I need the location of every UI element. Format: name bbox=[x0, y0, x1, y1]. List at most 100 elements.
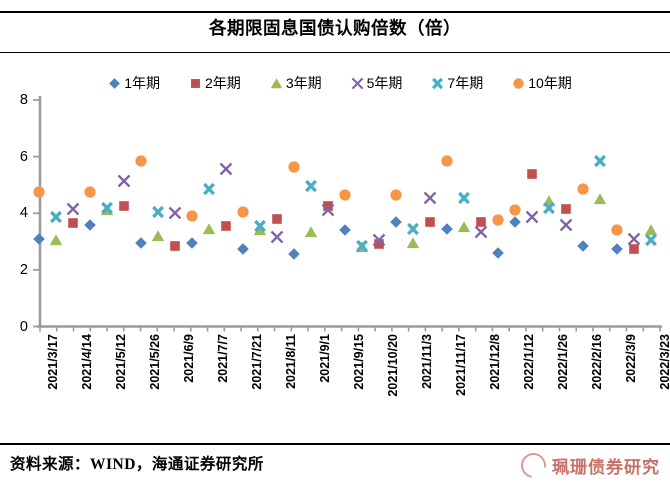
data-point-x-bold bbox=[593, 154, 607, 168]
data-point-square bbox=[219, 219, 233, 233]
data-point-triangle bbox=[49, 233, 63, 247]
legend-item-label: 2年期 bbox=[205, 75, 241, 91]
legend-item-label: 5年期 bbox=[366, 75, 403, 91]
axes bbox=[33, 96, 662, 332]
data-point-x-bold bbox=[355, 239, 369, 253]
x-axis-label: 2021/12/8 bbox=[488, 334, 502, 390]
x-axis-label: 2022/3/23 bbox=[658, 334, 670, 390]
data-point-diamond bbox=[185, 236, 199, 250]
legend-item: 3年期 bbox=[270, 73, 322, 93]
data-point-square bbox=[627, 242, 641, 256]
plot-area: 0 2 4 6 8 2021/3/17 2021/4/14 2021/5/12 2021/5/2… bbox=[19, 92, 670, 397]
legend-item: 5年期 bbox=[351, 73, 403, 93]
data-point-x-thin bbox=[66, 202, 80, 216]
data-point-triangle bbox=[406, 236, 420, 250]
data-point-circle bbox=[508, 203, 522, 217]
x-thin-marker-icon bbox=[351, 77, 363, 89]
x-axis-label: 2022/2/16 bbox=[590, 334, 604, 390]
data-point-square bbox=[559, 202, 573, 216]
data-point-diamond bbox=[610, 242, 624, 256]
data-point-square bbox=[474, 215, 488, 229]
x-axis-label: 2022/1/26 bbox=[556, 334, 570, 390]
x-axis-label: 2021/5/26 bbox=[148, 334, 162, 390]
y-axis-label: 6 bbox=[19, 148, 28, 165]
data-point-circle bbox=[32, 185, 46, 199]
x-axis-label: 2022/3/9 bbox=[624, 334, 638, 383]
top-rule bbox=[0, 11, 670, 13]
x-axis-label: 2021/6/9 bbox=[182, 334, 196, 383]
data-point-x-bold bbox=[644, 233, 658, 247]
x-axis-label: 2021/7/21 bbox=[250, 334, 264, 390]
title-rule bbox=[0, 52, 670, 53]
data-point-square bbox=[66, 216, 80, 230]
data-point-diamond bbox=[83, 218, 97, 232]
x-axis-label: 2021/9/15 bbox=[352, 334, 366, 390]
data-point-x-thin bbox=[559, 218, 573, 232]
data-point-triangle bbox=[151, 229, 165, 243]
data-point-x-thin bbox=[423, 191, 437, 205]
legend-item-label: 1年期 bbox=[124, 75, 161, 91]
data-point-circle bbox=[576, 182, 590, 196]
data-point-diamond bbox=[440, 222, 454, 236]
data-point-triangle bbox=[202, 222, 216, 236]
data-point-x-thin bbox=[270, 230, 284, 244]
data-point-diamond bbox=[236, 242, 250, 256]
watermark-text: 珮珊债券研究 bbox=[552, 458, 660, 477]
data-point-triangle bbox=[644, 223, 658, 237]
data-point-x-bold bbox=[542, 201, 556, 215]
data-point-square bbox=[270, 212, 284, 226]
data-point-square bbox=[423, 215, 437, 229]
watermark-logo-icon bbox=[516, 448, 551, 483]
legend-item: 2年期 bbox=[189, 73, 241, 93]
data-point-x-bold bbox=[457, 191, 471, 205]
x-axis-label: 2021/10/20 bbox=[386, 334, 400, 397]
legend-item-label: 3年期 bbox=[285, 75, 322, 91]
data-point-diamond bbox=[134, 236, 148, 250]
data-point-triangle bbox=[593, 192, 607, 206]
y-axis-label: 8 bbox=[19, 92, 28, 108]
x-axis-label: 2021/4/14 bbox=[80, 334, 94, 390]
footer-rule bbox=[0, 443, 670, 445]
data-point-x-thin bbox=[474, 225, 488, 239]
data-point-circle bbox=[338, 188, 352, 202]
data-point-x-bold bbox=[406, 222, 420, 236]
circle-marker-icon bbox=[513, 77, 524, 89]
data-point-x-bold bbox=[151, 205, 165, 219]
data-point-diamond bbox=[508, 215, 522, 229]
diamond-marker-icon bbox=[109, 77, 121, 89]
data-point-x-bold bbox=[100, 201, 114, 215]
source-note: 资料来源：WIND，海通证券研究所 bbox=[10, 456, 264, 473]
legend-item: 7年期 bbox=[431, 73, 483, 93]
data-point-x-thin bbox=[219, 162, 233, 176]
watermark: 珮珊债券研究 bbox=[516, 448, 660, 483]
x-axis-label: 2021/7/7 bbox=[216, 334, 230, 383]
data-point-triangle bbox=[304, 225, 318, 239]
x-bold-marker-icon bbox=[432, 77, 444, 89]
data-point-diamond bbox=[389, 215, 403, 229]
data-point-x-thin bbox=[117, 174, 131, 188]
data-point-square bbox=[321, 199, 335, 213]
data-point-circle bbox=[389, 188, 403, 202]
data-point-x-bold bbox=[304, 179, 318, 193]
legend-item: 1年期 bbox=[108, 73, 160, 93]
x-axis-label: 2021/11/17 bbox=[454, 334, 468, 396]
data-point-circle bbox=[440, 154, 454, 168]
data-point-triangle bbox=[253, 223, 267, 237]
data-point-square bbox=[117, 199, 131, 213]
chart-legend: 1年期 2年期 3年期 5年期 7年期 10年期 bbox=[40, 72, 640, 94]
data-point-circle bbox=[185, 209, 199, 223]
x-axis-label: 2021/9/1 bbox=[318, 334, 332, 383]
data-point-square bbox=[525, 167, 539, 181]
x-axis-label: 2021/3/17 bbox=[46, 334, 60, 390]
data-point-x-thin bbox=[168, 206, 182, 220]
legend-item-label: 10年期 bbox=[528, 75, 572, 91]
data-point-square bbox=[372, 237, 386, 251]
data-point-diamond bbox=[287, 247, 301, 261]
data-point-circle bbox=[134, 154, 148, 168]
y-axis-label: 4 bbox=[19, 205, 28, 222]
data-point-x-thin bbox=[525, 210, 539, 224]
data-point-x-bold bbox=[253, 219, 267, 233]
data-point-diamond bbox=[491, 246, 505, 260]
data-point-triangle bbox=[457, 220, 471, 234]
